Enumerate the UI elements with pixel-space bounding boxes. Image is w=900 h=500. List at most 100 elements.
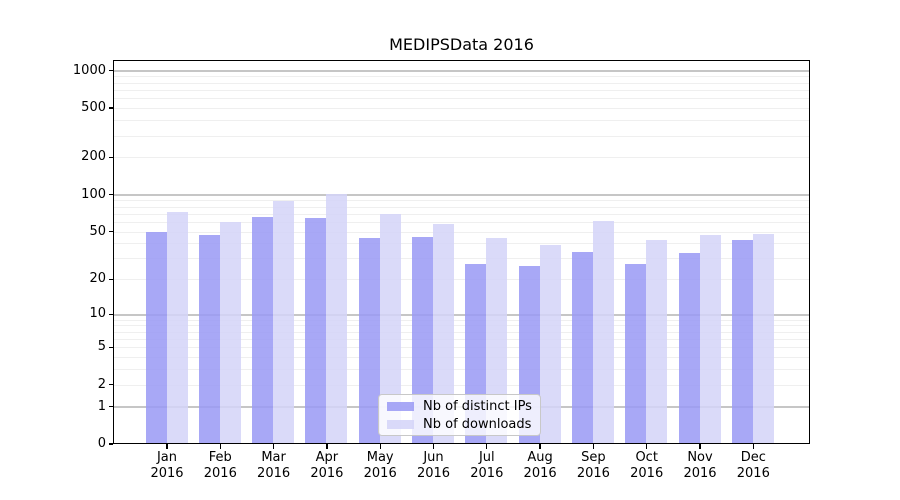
bar-downloads [752, 233, 774, 444]
bar-distinct-ips [252, 216, 274, 444]
x-tick-mark [646, 444, 648, 449]
x-tick-label: May 2016 [363, 450, 397, 481]
bar-distinct-ips [678, 253, 700, 444]
x-tick-label: Jan 2016 [150, 450, 184, 481]
x-tick-label: Jul 2016 [470, 450, 504, 481]
legend: Nb of distinct IPs Nb of downloads [378, 394, 541, 436]
y-tick-mark [108, 443, 113, 445]
x-tick-mark [486, 444, 488, 449]
y-tick-label: 0 [97, 436, 106, 451]
y-tick-mark [108, 313, 113, 316]
legend-swatch-distinct-ips-icon [387, 401, 414, 411]
gridline-minor [113, 120, 810, 122]
gridline-minor [113, 213, 810, 215]
bar-downloads [539, 244, 561, 444]
gridline-minor [113, 231, 810, 233]
legend-label-distinct-ips: Nb of distinct IPs [423, 398, 532, 414]
bar-downloads [486, 238, 508, 444]
bar-downloads [273, 200, 295, 444]
gridline-minor [113, 338, 810, 340]
x-tick-mark [432, 444, 435, 449]
y-tick-mark [108, 69, 113, 72]
y-tick-label: 1 [97, 398, 106, 414]
bar-downloads [433, 223, 454, 444]
legend-swatch-downloads-icon [387, 419, 414, 429]
x-tick-mark [592, 444, 595, 449]
y-tick-mark [108, 230, 113, 233]
bar-distinct-ips [625, 263, 647, 444]
y-tick-label: 50 [89, 223, 106, 239]
y-tick-mark [108, 193, 113, 196]
bar-downloads [166, 212, 188, 444]
x-tick-mark [272, 444, 275, 449]
gridline-minor [113, 82, 810, 84]
x-tick-label: Nov 2016 [683, 450, 717, 481]
x-tick-label: Oct 2016 [630, 450, 664, 481]
gridline-minor [113, 279, 810, 281]
y-tick-mark [108, 405, 113, 408]
bar-downloads [326, 193, 348, 444]
x-tick-label: Apr 2016 [310, 450, 344, 481]
y-tick-label: 1000 [72, 62, 106, 78]
gridline-minor [113, 76, 810, 78]
gridline-major [113, 70, 810, 72]
x-tick-mark [539, 444, 541, 449]
gridline-minor [113, 135, 810, 137]
bar-distinct-ips [358, 238, 380, 444]
y-tick-mark [108, 346, 113, 348]
bar-distinct-ips [412, 237, 433, 444]
y-tick-label: 5 [97, 339, 106, 355]
gridline-minor [113, 331, 810, 333]
gridline-minor [113, 243, 810, 245]
gridline-minor [113, 108, 810, 110]
gridline-minor [113, 357, 810, 359]
legend-label-downloads: Nb of downloads [423, 416, 532, 432]
x-tick-mark [699, 444, 701, 449]
y-tick-label: 20 [89, 271, 106, 287]
y-tick-mark [108, 156, 113, 159]
x-tick-mark [219, 444, 221, 449]
bar-downloads [646, 239, 668, 444]
bar-downloads [379, 213, 401, 444]
x-tick-label: Feb 2016 [203, 450, 237, 481]
bar-distinct-ips [305, 218, 327, 444]
x-tick-label: Sep 2016 [576, 450, 610, 481]
x-tick-label: Dec 2016 [736, 450, 770, 481]
gridline-minor [113, 89, 810, 91]
y-tick-mark [108, 383, 113, 386]
gridline-major [113, 314, 810, 316]
gridline-minor [113, 319, 810, 321]
y-tick-mark [108, 278, 113, 281]
bar-distinct-ips [731, 239, 753, 444]
y-tick-label: 500 [81, 100, 106, 116]
chart-title: MEDIPSData 2016 [389, 35, 534, 54]
y-tick-label: 10 [89, 306, 106, 322]
gridline-minor [113, 200, 810, 202]
x-tick-mark [752, 444, 754, 449]
x-tick-mark [379, 444, 381, 449]
y-tick-mark [108, 107, 113, 109]
gridline-minor [113, 157, 810, 159]
gridline-minor [113, 258, 810, 260]
bar-distinct-ips [198, 234, 220, 444]
gridline-minor [113, 369, 810, 371]
y-tick-label: 200 [81, 149, 106, 165]
bar-downloads [219, 221, 241, 444]
bar-downloads [699, 234, 721, 444]
x-tick-label: Mar 2016 [257, 450, 291, 481]
x-tick-mark [326, 444, 328, 449]
gridline-minor [113, 221, 810, 223]
gridline-minor [113, 98, 810, 100]
gridline-minor [113, 384, 810, 386]
y-tick-label: 100 [81, 186, 106, 202]
legend-item-downloads: Nb of downloads [387, 417, 540, 432]
gridline-minor [113, 347, 810, 349]
y-tick-label: 2 [97, 376, 106, 392]
x-tick-label: Jun 2016 [416, 450, 451, 481]
x-tick-label: Aug 2016 [523, 450, 557, 481]
gridline-minor [113, 325, 810, 327]
x-tick-mark [166, 444, 168, 449]
gridline-major [113, 194, 810, 196]
bar-distinct-ips [145, 231, 167, 444]
